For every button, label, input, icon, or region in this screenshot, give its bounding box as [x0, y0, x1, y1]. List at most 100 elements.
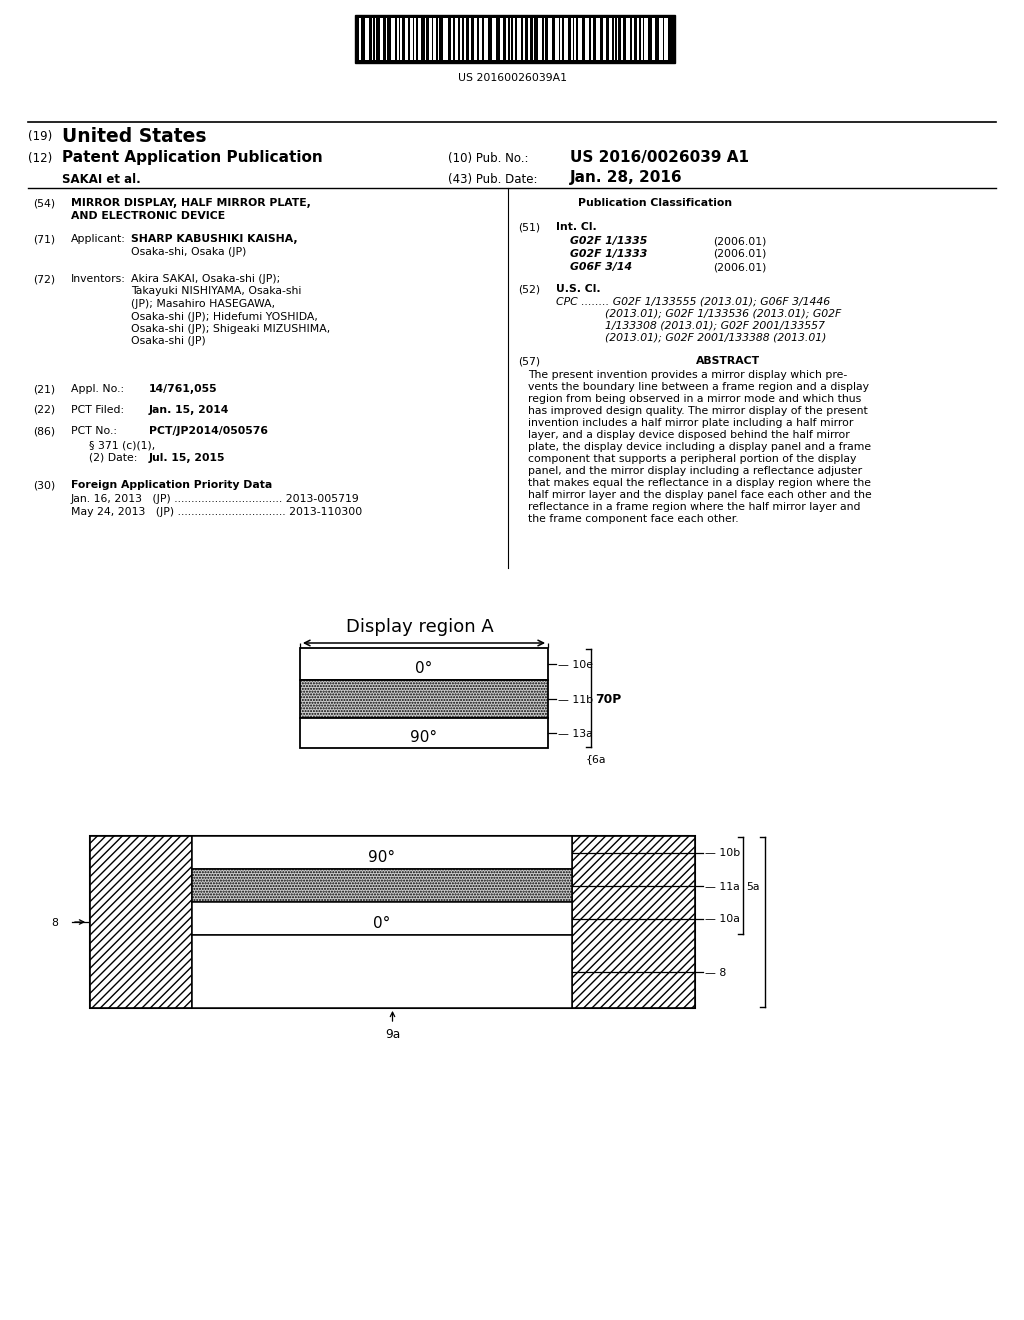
Text: May 24, 2013   (JP) ................................ 2013-110300: May 24, 2013 (JP) ......................…	[71, 507, 362, 517]
Text: 14/761,055: 14/761,055	[150, 384, 218, 393]
Text: (19): (19)	[28, 129, 56, 143]
Text: Appl. No.:: Appl. No.:	[71, 384, 124, 393]
Text: Osaka-shi (JP); Hidefumi YOSHIDA,: Osaka-shi (JP); Hidefumi YOSHIDA,	[131, 312, 317, 322]
Text: — 13a: — 13a	[558, 729, 593, 739]
Bar	[451, 18, 454, 59]
Text: G02F 1/1333: G02F 1/1333	[570, 249, 647, 259]
Text: United States: United States	[62, 127, 207, 147]
Bar	[528, 18, 529, 59]
Bar	[652, 18, 655, 59]
Text: (43) Pub. Date:: (43) Pub. Date:	[449, 173, 538, 186]
Text: 5a: 5a	[746, 882, 760, 891]
Text: 0°: 0°	[416, 661, 433, 676]
Text: region from being observed in a mirror mode and which thus: region from being observed in a mirror m…	[528, 393, 861, 404]
Text: MIRROR DISPLAY, HALF MIRROR PLATE,: MIRROR DISPLAY, HALF MIRROR PLATE,	[71, 198, 311, 209]
Text: (2013.01); G02F 1/133536 (2013.01); G02F: (2013.01); G02F 1/133536 (2013.01); G02F	[556, 309, 842, 319]
Bar	[300, 648, 548, 680]
Text: — 10e: — 10e	[558, 660, 593, 671]
Text: SHARP KABUSHIKI KAISHA,: SHARP KABUSHIKI KAISHA,	[131, 234, 298, 244]
Text: (57): (57)	[518, 356, 540, 366]
Bar	[555, 18, 559, 59]
Text: US 2016/0026039 A1: US 2016/0026039 A1	[570, 150, 749, 165]
Text: that makes equal the reflectance in a display region where the: that makes equal the reflectance in a di…	[528, 478, 871, 488]
Bar	[500, 18, 503, 59]
Bar	[375, 18, 376, 59]
Text: G06F 3/14: G06F 3/14	[570, 261, 632, 272]
Text: 0°: 0°	[374, 916, 391, 931]
Bar	[391, 18, 395, 59]
Bar	[372, 18, 374, 59]
Text: PCT/JP2014/050576: PCT/JP2014/050576	[150, 426, 268, 436]
Bar	[406, 18, 408, 59]
Text: (86): (86)	[33, 426, 55, 436]
Text: (2013.01); G02F 2001/133388 (2013.01): (2013.01); G02F 2001/133388 (2013.01)	[556, 333, 826, 343]
Bar	[564, 18, 568, 59]
Text: (JP); Masahiro HASEGAWA,: (JP); Masahiro HASEGAWA,	[131, 300, 275, 309]
Bar	[507, 18, 508, 59]
Text: Osaka-shi, Osaka (JP): Osaka-shi, Osaka (JP)	[131, 247, 247, 257]
Bar	[609, 18, 611, 59]
Text: (2006.01): (2006.01)	[713, 236, 766, 246]
Text: Publication Classification: Publication Classification	[578, 198, 732, 209]
Text: (51): (51)	[518, 222, 540, 232]
Text: reflectance in a frame region where the half mirror layer and: reflectance in a frame region where the …	[528, 502, 860, 512]
Bar	[355, 15, 675, 63]
Text: Inventors:: Inventors:	[71, 275, 126, 284]
Bar	[549, 18, 552, 59]
Text: PCT Filed:: PCT Filed:	[71, 405, 124, 414]
Bar	[461, 18, 462, 59]
Bar	[621, 18, 624, 59]
Text: ABSTRACT: ABSTRACT	[696, 356, 760, 366]
Text: The present invention provides a mirror display which pre-: The present invention provides a mirror …	[528, 370, 847, 380]
Bar	[616, 18, 617, 59]
Text: 90°: 90°	[411, 730, 437, 744]
Bar	[665, 18, 669, 59]
Text: US 20160026039A1: US 20160026039A1	[458, 73, 566, 83]
Bar	[596, 18, 600, 59]
Bar	[614, 18, 615, 59]
Bar	[443, 18, 447, 59]
Bar	[300, 718, 548, 748]
Bar	[644, 18, 648, 59]
Bar	[637, 18, 639, 59]
Bar	[626, 18, 630, 59]
Bar	[592, 18, 593, 59]
Bar	[585, 18, 589, 59]
Text: Akira SAKAI, Osaka-shi (JP);: Akira SAKAI, Osaka-shi (JP);	[131, 275, 281, 284]
Text: — 11b: — 11b	[558, 696, 593, 705]
Text: (2006.01): (2006.01)	[713, 249, 766, 259]
Text: layer, and a display device disposed behind the half mirror: layer, and a display device disposed beh…	[528, 430, 850, 440]
Bar	[410, 18, 413, 59]
Bar	[193, 935, 572, 1008]
Text: Jul. 15, 2015: Jul. 15, 2015	[150, 453, 225, 463]
Bar	[574, 18, 577, 59]
Text: panel, and the mirror display including a reflectance adjuster: panel, and the mirror display including …	[528, 466, 862, 477]
Text: (12): (12)	[28, 152, 56, 165]
Bar	[425, 18, 426, 59]
Text: (2) Date:: (2) Date:	[89, 453, 137, 463]
Text: U.S. Cl.: U.S. Cl.	[556, 284, 601, 294]
Text: Takayuki NISHIYAMA, Osaka-shi: Takayuki NISHIYAMA, Osaka-shi	[131, 286, 301, 297]
Bar	[380, 18, 383, 59]
Text: 70P: 70P	[595, 693, 622, 706]
Text: CPC ........ G02F 1/133555 (2013.01); G06F 3/1446: CPC ........ G02F 1/133555 (2013.01); G0…	[556, 297, 830, 308]
Text: plate, the display device including a display panel and a frame: plate, the display device including a di…	[528, 442, 871, 451]
Text: Patent Application Publication: Patent Application Publication	[62, 150, 323, 165]
Text: Foreign Application Priority Data: Foreign Application Priority Data	[71, 480, 272, 490]
Text: Jan. 15, 2014: Jan. 15, 2014	[150, 405, 229, 414]
Text: Osaka-shi (JP); Shigeaki MIZUSHIMA,: Osaka-shi (JP); Shigeaki MIZUSHIMA,	[131, 323, 331, 334]
Text: — 11a: — 11a	[705, 882, 739, 891]
Bar	[359, 18, 361, 59]
Text: § 371 (c)(1),: § 371 (c)(1),	[89, 440, 156, 450]
Bar	[464, 18, 466, 59]
Bar	[603, 18, 606, 59]
Text: {6a: {6a	[586, 754, 606, 764]
Bar	[400, 18, 402, 59]
Bar	[414, 18, 417, 59]
Text: vents the boundary line between a frame region and a display: vents the boundary line between a frame …	[528, 381, 869, 392]
Text: Display region A: Display region A	[346, 618, 494, 636]
Text: 9a: 9a	[385, 1028, 400, 1041]
Bar	[419, 18, 421, 59]
Bar	[474, 18, 477, 59]
Text: (10) Pub. No.:: (10) Pub. No.:	[449, 152, 528, 165]
